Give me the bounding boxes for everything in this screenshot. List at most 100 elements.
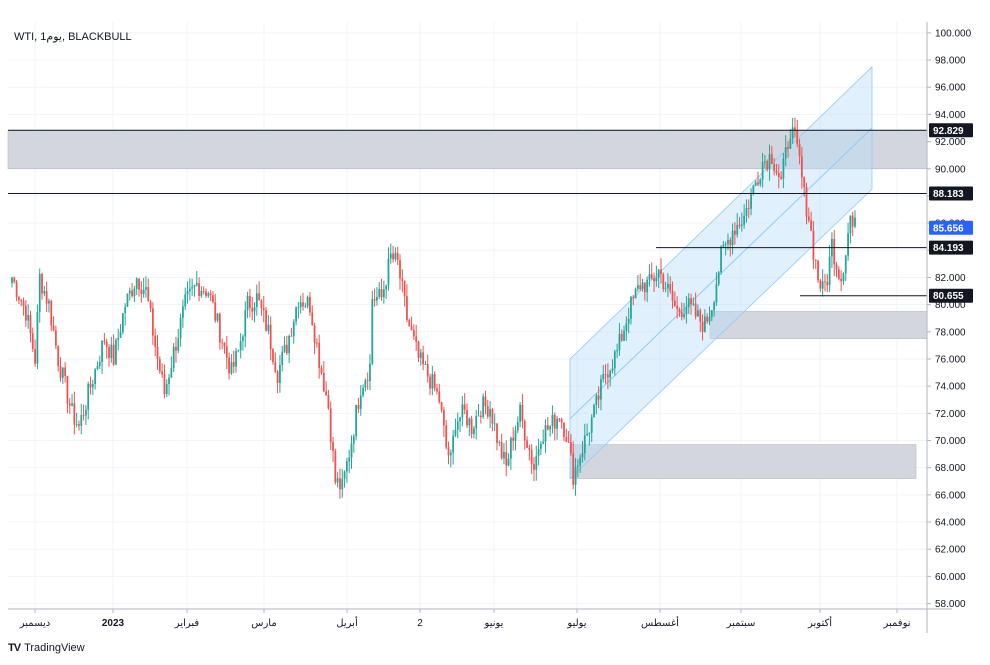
x-tick-label: أكتوبر (807, 616, 832, 629)
price-label-text: 84.193 (933, 243, 964, 254)
candle-body (514, 430, 517, 441)
candle-body (648, 274, 651, 280)
candle-body (493, 423, 496, 425)
candle-body (789, 138, 792, 149)
candle-body (738, 224, 741, 226)
candle-body (817, 261, 819, 281)
candle-body (766, 161, 769, 170)
candle-body (306, 296, 309, 307)
brand-name: TradingView (24, 642, 85, 654)
candle-body (158, 359, 161, 372)
candle-body (632, 296, 635, 298)
candle-body (172, 346, 175, 369)
candle-body (537, 448, 540, 457)
x-tick-label: ديسمبر (19, 618, 50, 629)
candle-body (302, 302, 304, 307)
candle-body (345, 461, 348, 472)
candle-body (20, 300, 23, 302)
candle-body (75, 424, 78, 425)
candle-body (182, 306, 184, 318)
supply-demand-zone (709, 311, 928, 339)
candle-body (606, 374, 609, 378)
y-tick-label: 72.000 (935, 409, 966, 420)
y-tick-label: 96.000 (935, 83, 966, 94)
candle-body (272, 349, 274, 363)
candle-body (378, 289, 381, 297)
candle-body (819, 280, 822, 289)
candle-body (371, 299, 374, 364)
candle-body (248, 296, 251, 309)
candle-body (807, 216, 810, 221)
candle-body (315, 342, 318, 344)
candle-body (295, 307, 297, 322)
candle-body (433, 374, 436, 389)
price-label-box (929, 240, 973, 255)
candle-body (403, 280, 406, 297)
y-tick-label: 92.000 (935, 137, 966, 148)
candle-body (410, 326, 413, 331)
candle-body (424, 364, 427, 365)
candle-body (586, 433, 588, 436)
candle-body (526, 440, 528, 448)
candle-body (327, 395, 330, 409)
x-tick-label: فبراير (174, 618, 200, 629)
candle-body (412, 330, 415, 337)
candle-body (636, 285, 639, 289)
candle-body (713, 302, 716, 311)
candle-body (454, 429, 457, 436)
candle-body (796, 130, 799, 145)
candle-body (810, 220, 813, 231)
candle-body (61, 367, 64, 378)
candle-body (299, 302, 302, 308)
candle-body (680, 312, 683, 318)
candle-body (221, 342, 224, 344)
candle-body (110, 344, 113, 358)
chart-title: WTI, 1يوم, BLACKBULL (14, 31, 132, 43)
candle-body (94, 369, 97, 385)
candle-body (274, 362, 277, 372)
candle-body (620, 333, 623, 341)
candle-body (729, 239, 732, 246)
candle-body (177, 338, 180, 351)
candle-body (350, 443, 353, 458)
candle-body (436, 388, 438, 392)
candle-body (787, 147, 789, 149)
candle-body (108, 346, 110, 358)
candle-body (535, 456, 538, 470)
candle-body (533, 464, 535, 470)
y-tick-label: 80.000 (935, 300, 966, 311)
y-tick-label: 76.000 (935, 354, 966, 365)
price-label-box (929, 186, 973, 201)
candle-body (68, 403, 71, 406)
candle-body (265, 310, 267, 331)
candle-body (225, 346, 228, 358)
candle-body (791, 127, 794, 139)
candle-body (551, 414, 554, 426)
candle-body (207, 293, 210, 296)
candle-body (473, 428, 475, 435)
candle-body (560, 419, 563, 423)
candle-body (722, 244, 725, 247)
candle-body (826, 282, 829, 286)
candle-body (768, 154, 771, 170)
candle-body (692, 303, 695, 305)
candle-body (115, 339, 117, 365)
candle-body (639, 285, 642, 290)
candle-body (570, 442, 572, 454)
candle-body (184, 294, 187, 307)
candle-body (89, 383, 92, 388)
candle-body (11, 277, 13, 284)
price-axis[interactable]: 58.000 60.000 62.000 64.000 66.000 68.000 70.0… (927, 28, 972, 610)
candle-body (489, 408, 491, 417)
candle-body (396, 252, 399, 260)
candle-body (556, 418, 558, 429)
time-axis[interactable]: ديسمبر 2023 فبراير مارس أبريل 2 يونيو يوليو أغسط… (19, 609, 911, 629)
candle-body (429, 376, 431, 389)
candle-body (463, 404, 466, 410)
candle-body (244, 310, 247, 337)
candle-body (544, 425, 547, 442)
candle-body (699, 310, 702, 322)
price-label-text: 88.183 (933, 189, 964, 200)
candle-body (237, 350, 240, 352)
